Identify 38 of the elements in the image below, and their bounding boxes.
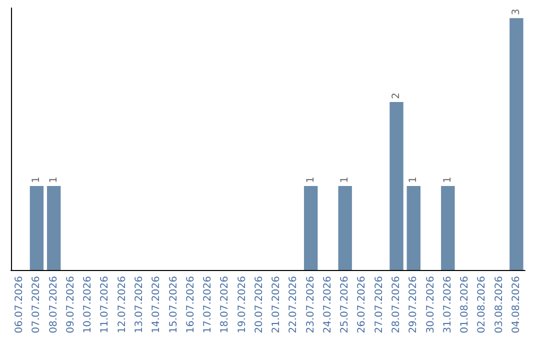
x-tick-label: 02.08.2026 [476,276,488,334]
x-tick-label: 23.07.2026 [305,276,316,334]
x-tick-label: 29.07.2026 [408,276,420,334]
x-tick-label: 22.07.2026 [288,276,300,334]
x-tick-label: 15.07.2026 [168,276,180,334]
x-tick-label: 08.07.2026 [48,276,60,334]
x-tick-label: 03.08.2026 [494,276,505,334]
x-tick-label: 25.07.2026 [340,276,351,334]
data-label: 3 [510,8,522,16]
x-tick-label: 16.07.2026 [185,276,196,334]
x-tick-label: 24.07.2026 [322,276,334,334]
x-tick-label: 12.07.2026 [116,276,128,334]
x-tick-label: 01.08.2026 [460,276,471,334]
x-tick-label: 17.07.2026 [202,276,214,334]
x-tick-label: 09.07.2026 [65,276,76,334]
data-label: 2 [391,92,402,100]
x-tick-label: 10.07.2026 [82,276,94,334]
x-tick-label: 27.07.2026 [374,276,385,334]
x-tick-label: 20.07.2026 [254,276,265,334]
x-tick-label: 07.07.2026 [31,276,42,334]
x-tick-label: 31.07.2026 [442,276,454,334]
data-label: 1 [408,176,420,184]
x-tick-label: 28.07.2026 [391,276,402,334]
data-label: 1 [340,176,351,184]
x-tick-label: 21.07.2026 [271,276,282,334]
x-tick-label: 06.07.2026 [14,276,26,334]
x-tick-label: 04.08.2026 [510,276,522,334]
x-tick-label: 18.07.2026 [220,276,231,334]
x-tick-label: 19.07.2026 [236,276,248,334]
data-label: 1 [31,176,42,184]
data-label: 1 [442,176,454,184]
x-tick-label: 30.07.2026 [425,276,436,334]
data-label: 1 [305,176,316,184]
x-tick-label: 26.07.2026 [356,276,368,334]
x-tick-label: 14.07.2026 [151,276,162,334]
data-label: 1 [48,176,60,184]
x-tick-label: 11.07.2026 [100,276,111,334]
x-tick-label: 13.07.2026 [134,276,145,334]
